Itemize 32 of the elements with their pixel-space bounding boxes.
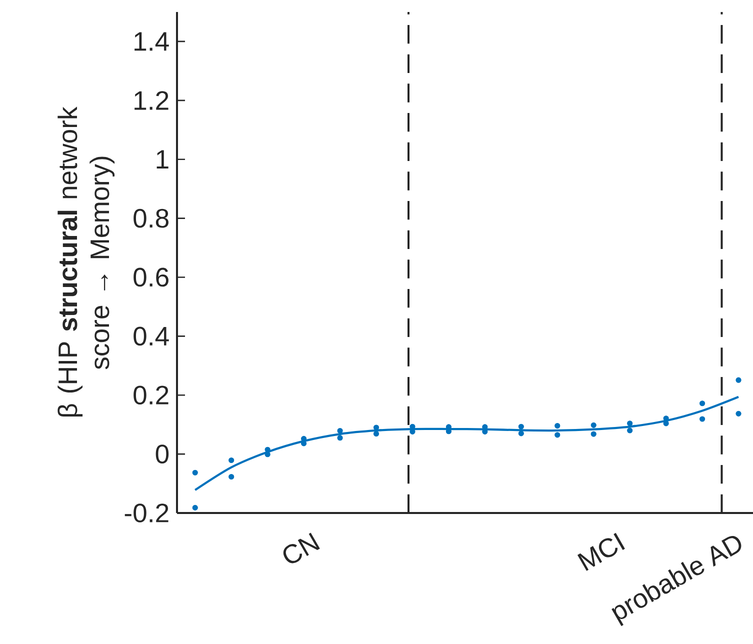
point: [590, 431, 596, 437]
point: [337, 428, 343, 434]
y-tick-label: 0.6: [134, 268, 168, 287]
point: [518, 424, 524, 430]
point: [264, 446, 270, 452]
text: CN: [283, 532, 320, 564]
point: [699, 400, 706, 406]
point: [663, 420, 669, 426]
y-tick-label: -0.2: [124, 504, 168, 522]
y-tick-label: 0.4: [134, 326, 169, 346]
y-tick-label: 1.4: [134, 32, 169, 51]
point: [627, 428, 633, 434]
point: [554, 422, 560, 429]
y-tick-label: 1.2: [134, 91, 168, 110]
line-series: [194, 396, 740, 492]
point: [554, 432, 560, 438]
point: [192, 470, 198, 476]
point: [228, 474, 234, 480]
y-tick-label: 0.2: [134, 386, 168, 405]
point: [736, 410, 742, 416]
y-tick-label: 0.8: [134, 208, 168, 228]
point: [736, 377, 742, 383]
y-tick-label: 1: [156, 150, 168, 169]
point: [373, 430, 380, 437]
y-tick-label: 0: [156, 444, 169, 464]
point: [627, 420, 633, 426]
point: [337, 435, 343, 441]
point: [518, 430, 524, 436]
point: [192, 504, 198, 510]
point: [699, 416, 706, 422]
point: [228, 457, 234, 464]
point: [590, 422, 596, 428]
